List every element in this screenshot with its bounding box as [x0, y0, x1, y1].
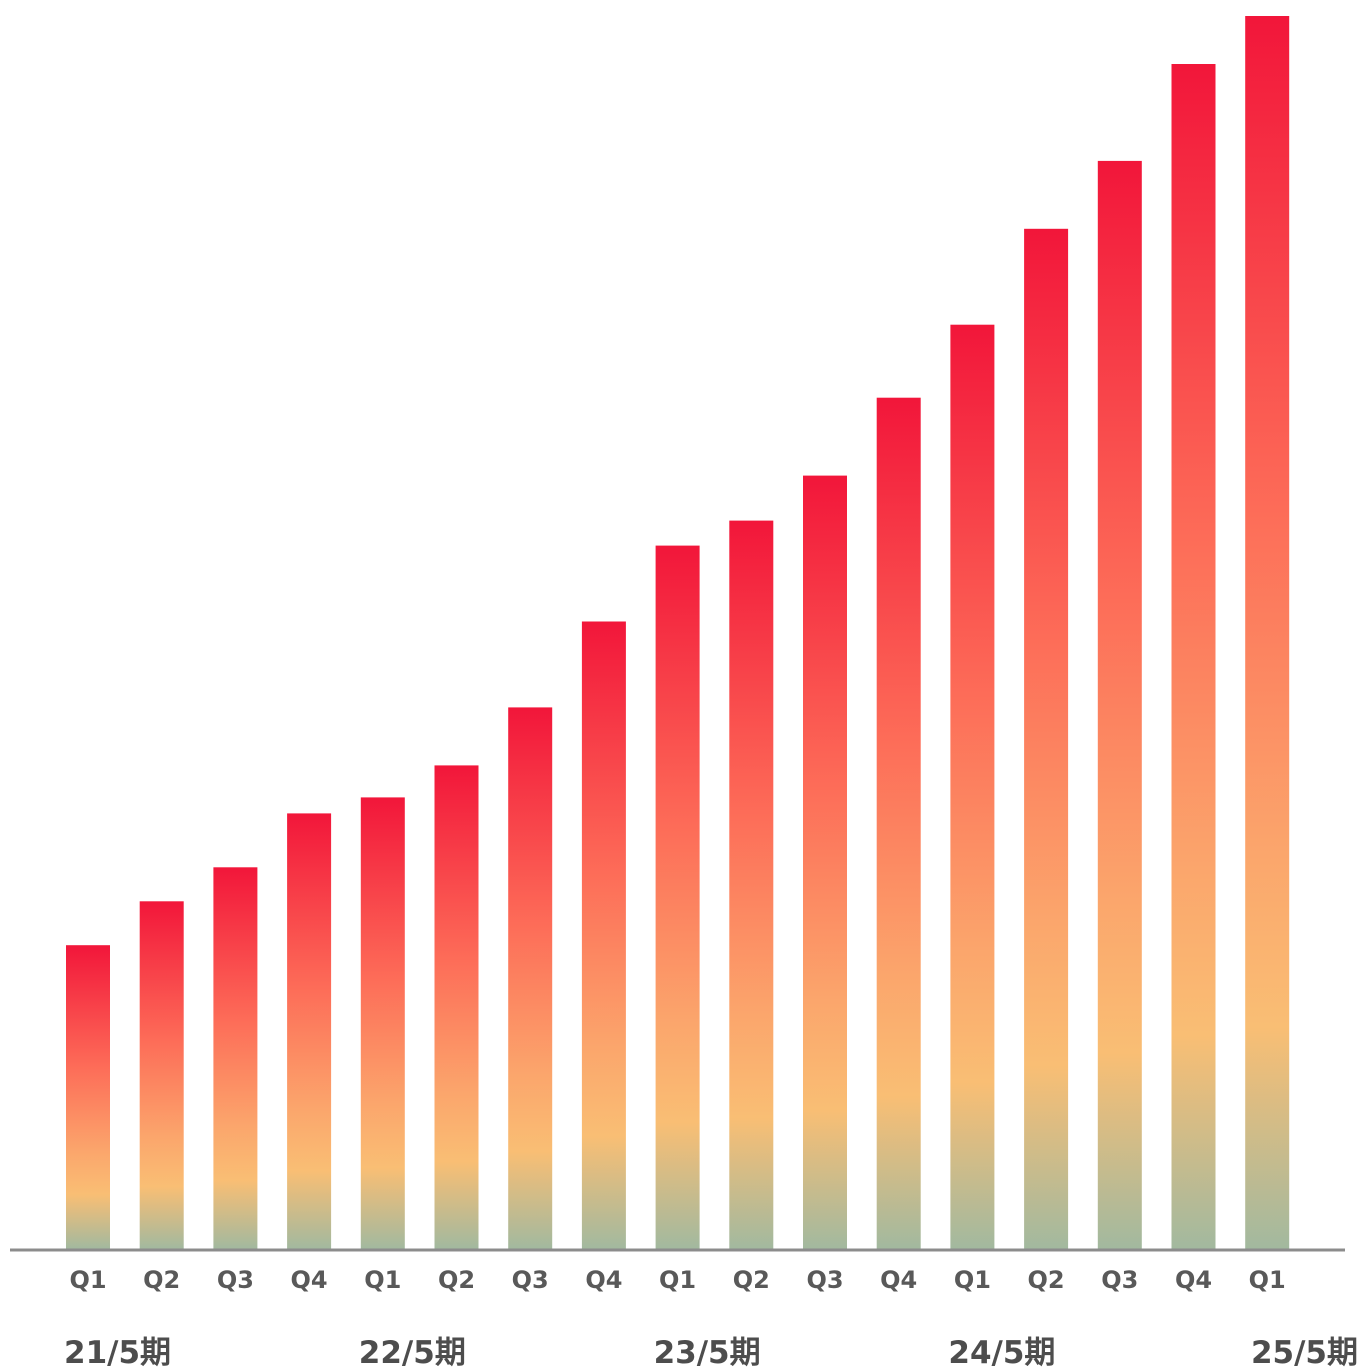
bar-12: [876, 397, 921, 1249]
x-group-label-5: 25/5期: [1251, 1335, 1358, 1371]
x-tick-label-10: Q2: [733, 1266, 770, 1294]
bar-4: [287, 813, 332, 1249]
x-tick-label-8: Q4: [585, 1266, 622, 1294]
bar-2: [139, 901, 184, 1249]
bar-5: [360, 797, 405, 1249]
x-tick-label-17: Q1: [1249, 1266, 1286, 1294]
x-tick-labels: Q1 Q2 Q3 Q4 Q1 Q2 Q3 Q4 Q1 Q2 Q3 Q4 Q1 Q2 Q3 Q4 Q1: [69, 1266, 1285, 1294]
x-tick-label-5: Q1: [364, 1266, 401, 1294]
x-tick-label-15: Q3: [1101, 1266, 1138, 1294]
x-tick-label-11: Q3: [806, 1266, 843, 1294]
x-group-label-1: 21/5期: [64, 1335, 171, 1371]
x-tick-label-1: Q1: [69, 1266, 106, 1294]
bar-9: [655, 545, 700, 1249]
bar-1: [66, 945, 110, 1249]
bar-11: [803, 475, 847, 1250]
x-tick-label-2: Q2: [143, 1266, 180, 1294]
x-tick-label-3: Q3: [217, 1266, 254, 1294]
bar-13: [950, 324, 995, 1249]
x-tick-label-14: Q2: [1028, 1266, 1065, 1294]
x-tick-label-13: Q1: [954, 1266, 991, 1294]
x-group-label-2: 22/5期: [359, 1335, 466, 1371]
x-group-labels: 21/5期 22/5期 23/5期 24/5期 25/5期: [64, 1335, 1358, 1371]
bar-8: [581, 621, 626, 1249]
bars-layer: [66, 16, 1290, 1250]
x-tick-label-4: Q4: [291, 1266, 328, 1294]
bar-7: [508, 707, 553, 1249]
x-group-label-4: 24/5期: [948, 1335, 1055, 1371]
x-tick-label-9: Q1: [659, 1266, 696, 1294]
x-group-label-3: 23/5期: [654, 1335, 761, 1371]
bar-3: [213, 867, 258, 1249]
bar-6: [434, 765, 479, 1249]
bar-16: [1171, 64, 1216, 1249]
bar-10: [729, 520, 774, 1249]
bar-15: [1097, 160, 1142, 1249]
bar-14: [1024, 228, 1069, 1250]
x-tick-label-16: Q4: [1175, 1266, 1212, 1294]
x-tick-label-6: Q2: [438, 1266, 475, 1294]
bar-17: [1245, 16, 1290, 1249]
x-tick-label-12: Q4: [880, 1266, 917, 1294]
x-tick-label-7: Q3: [512, 1266, 549, 1294]
